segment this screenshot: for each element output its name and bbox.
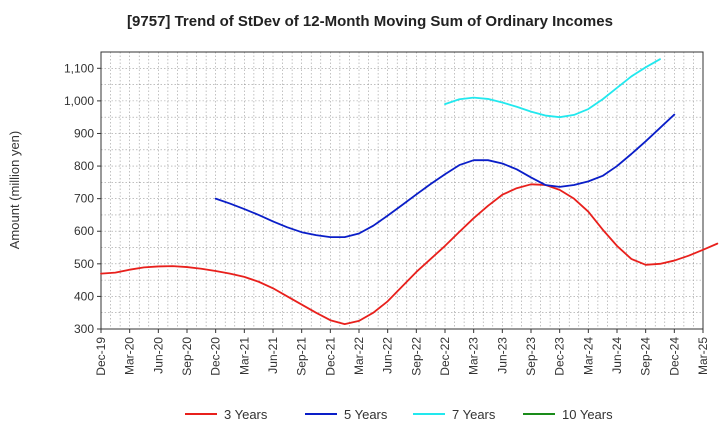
- x-tick-label: Mar-21: [237, 337, 251, 375]
- x-tick-label: Jun-24: [610, 337, 624, 374]
- series-line-3-years: [100, 183, 719, 326]
- y-tick-label: 500: [74, 257, 94, 271]
- x-tick-label: Mar-23: [467, 337, 481, 375]
- x-tick-label: Dec-23: [553, 337, 567, 376]
- x-tick-label: Dec-22: [438, 337, 452, 376]
- x-tick-label: Mar-22: [352, 337, 366, 375]
- x-tick-label: Dec-19: [94, 337, 108, 376]
- x-tick-label: Sep-21: [295, 337, 309, 376]
- x-tick-label: Sep-22: [409, 337, 423, 376]
- plot-frame: [100, 51, 704, 330]
- x-tick-label: Sep-24: [639, 337, 653, 376]
- legend-label: 5 Years: [344, 407, 388, 422]
- legend-label: 10 Years: [562, 407, 613, 422]
- x-tick-label: Jun-21: [266, 337, 280, 374]
- y-axis: 300 400 500 600 700 800 900 1,000 1,100: [64, 61, 101, 336]
- x-tick-label: Mar-24: [581, 337, 595, 375]
- series-line-5-years: [214, 113, 676, 238]
- x-tick-label: Dec-20: [209, 337, 223, 376]
- x-tick-label: Sep-23: [524, 337, 538, 376]
- y-tick-label: 800: [74, 159, 94, 173]
- series-lines: [100, 58, 719, 326]
- y-tick-label: 400: [74, 289, 94, 303]
- legend-label: 3 Years: [224, 407, 268, 422]
- y-tick-label: 1,100: [64, 61, 94, 75]
- y-tick-label: 1,000: [64, 94, 94, 108]
- chart-title: [9757] Trend of StDev of 12-Month Moving…: [127, 13, 613, 30]
- y-tick-label: 900: [74, 126, 94, 140]
- x-axis: Dec-19 Mar-20 Jun-20 Sep-20 Dec-20 Mar-21 Jun-…: [94, 329, 710, 376]
- x-tick-label: Mar-20: [123, 337, 137, 375]
- y-axis-label: Amount (million yen): [7, 131, 22, 250]
- legend-label: 7 Years: [452, 407, 496, 422]
- x-tick-label: Jun-22: [381, 337, 395, 374]
- x-tick-label: Jun-20: [151, 337, 165, 374]
- y-tick-label: 600: [74, 224, 94, 238]
- x-tick-label: Mar-25: [696, 337, 710, 375]
- y-tick-label: 700: [74, 192, 94, 206]
- x-tick-label: Jun-23: [495, 337, 509, 374]
- y-tick-label: 300: [74, 322, 94, 336]
- legend: 3 Years 5 Years 7 Years 10 Years: [185, 407, 613, 422]
- x-tick-label: Dec-21: [323, 337, 337, 376]
- x-tick-label: Dec-24: [667, 337, 681, 376]
- x-tick-label: Sep-20: [180, 337, 194, 376]
- series-line-7-years: [444, 58, 661, 119]
